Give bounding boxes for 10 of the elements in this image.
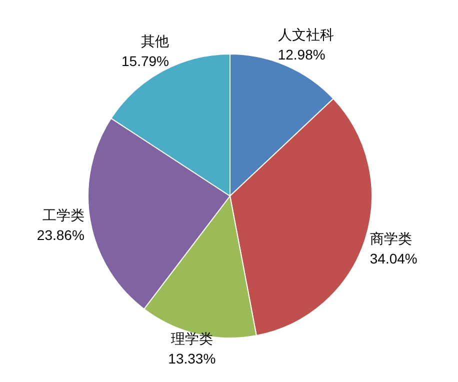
slice-label: 理学类	[170, 330, 213, 347]
slice-label: 工学类	[42, 207, 84, 224]
slice-label: 人文社科	[278, 26, 334, 43]
data-label: 13.33%	[168, 350, 216, 367]
slice-label: 其他	[140, 33, 169, 50]
data-label: 15.79%	[122, 53, 169, 70]
data-label: 23.86%	[36, 227, 84, 244]
slice-label: 商学类	[370, 230, 412, 246]
data-label: 34.04%	[370, 250, 418, 266]
data-label: 12.98%	[278, 46, 326, 63]
